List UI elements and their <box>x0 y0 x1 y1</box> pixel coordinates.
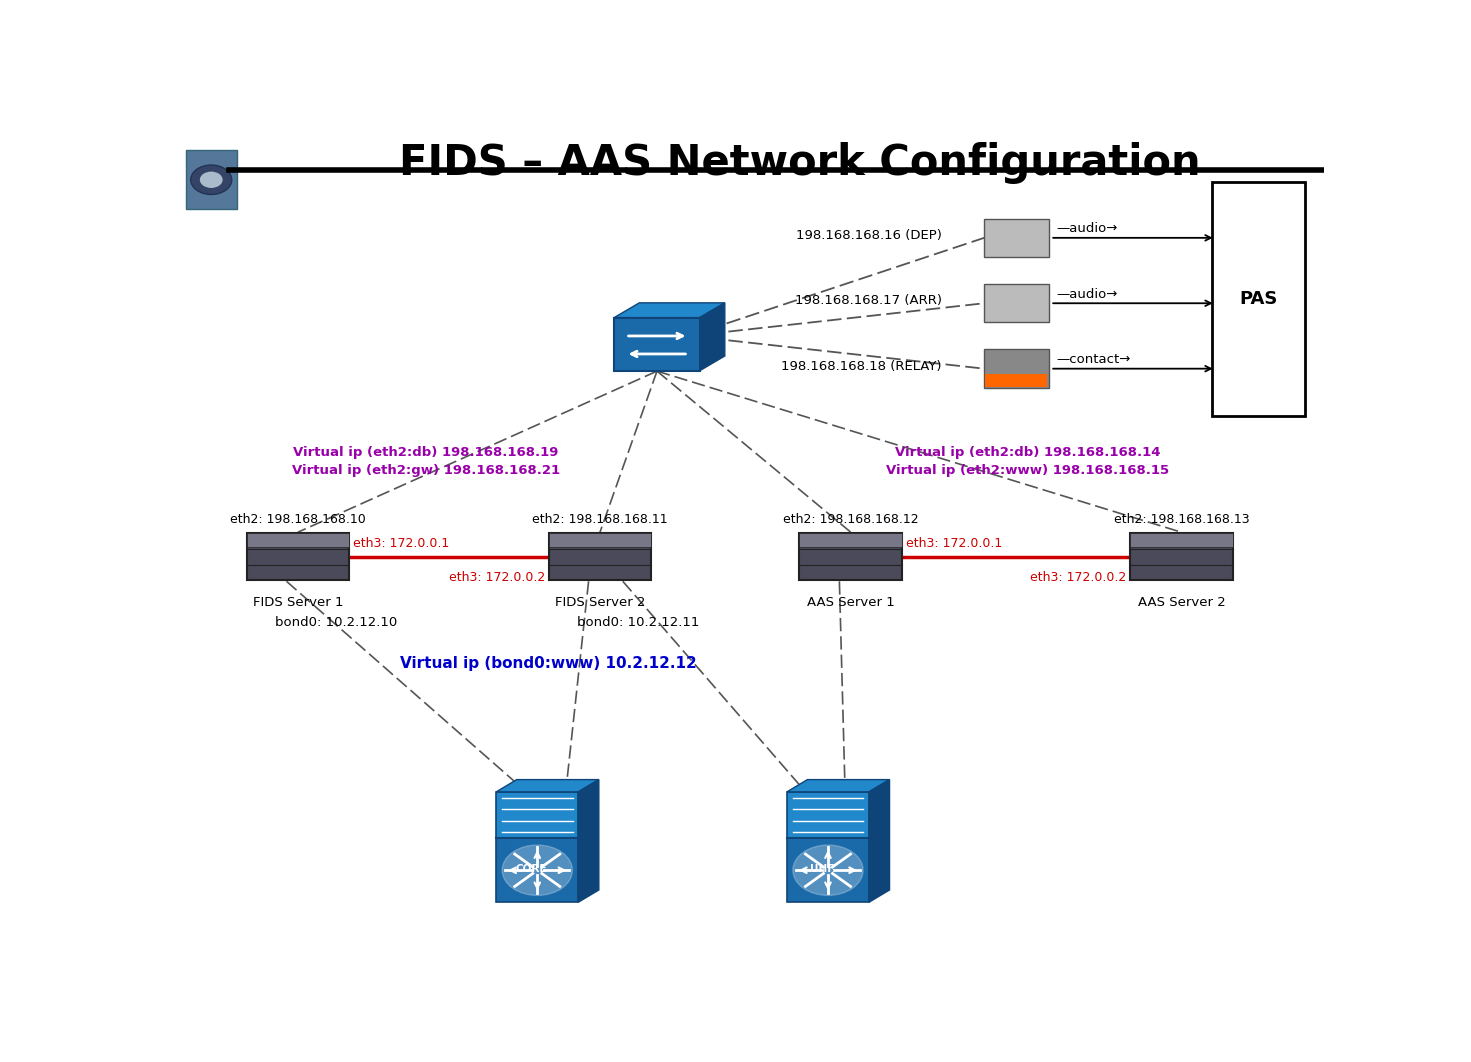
FancyBboxPatch shape <box>496 792 578 838</box>
Polygon shape <box>615 303 725 318</box>
Polygon shape <box>700 303 725 371</box>
Circle shape <box>502 845 572 895</box>
FancyBboxPatch shape <box>787 838 869 903</box>
Text: Virtual ip (eth2:db) 198.168.168.14: Virtual ip (eth2:db) 198.168.168.14 <box>894 446 1161 459</box>
Text: eth3: 172.0.0.2: eth3: 172.0.0.2 <box>449 571 546 584</box>
Text: AAS Server 2: AAS Server 2 <box>1137 596 1225 609</box>
Text: —audio→: —audio→ <box>1056 288 1118 301</box>
Text: 198.168.168.16 (DEP): 198.168.168.16 (DEP) <box>796 229 941 242</box>
Text: eth2: 198.168.168.13: eth2: 198.168.168.13 <box>1114 513 1249 526</box>
FancyBboxPatch shape <box>984 219 1049 257</box>
FancyBboxPatch shape <box>984 374 1047 387</box>
Circle shape <box>191 165 232 194</box>
FancyBboxPatch shape <box>247 533 349 581</box>
FancyBboxPatch shape <box>799 533 902 547</box>
Text: eth3: 172.0.0.2: eth3: 172.0.0.2 <box>1030 571 1127 584</box>
Text: bond0: 10.2.12.10: bond0: 10.2.12.10 <box>275 616 397 629</box>
Text: bond0: 10.2.12.11: bond0: 10.2.12.11 <box>577 616 700 629</box>
FancyBboxPatch shape <box>984 284 1049 323</box>
Text: —contact→: —contact→ <box>1056 354 1130 366</box>
FancyBboxPatch shape <box>247 533 349 547</box>
FancyBboxPatch shape <box>549 533 652 581</box>
FancyBboxPatch shape <box>1212 183 1305 416</box>
FancyBboxPatch shape <box>787 792 869 838</box>
FancyBboxPatch shape <box>549 533 652 547</box>
Text: Virtual ip (eth2:db) 198.168.168.19: Virtual ip (eth2:db) 198.168.168.19 <box>293 446 559 459</box>
Text: eth3: 172.0.0.1: eth3: 172.0.0.1 <box>906 537 1002 550</box>
Text: CORE: CORE <box>516 864 547 874</box>
Text: Virtual ip (bond0:www) 10.2.12.12: Virtual ip (bond0:www) 10.2.12.12 <box>400 656 697 671</box>
Text: eth2: 198.168.168.10: eth2: 198.168.168.10 <box>229 513 366 526</box>
Text: —audio→: —audio→ <box>1056 222 1118 236</box>
Text: eth3: 172.0.0.1: eth3: 172.0.0.1 <box>353 537 449 550</box>
FancyBboxPatch shape <box>984 349 1049 388</box>
FancyBboxPatch shape <box>187 151 237 209</box>
FancyBboxPatch shape <box>615 318 700 371</box>
Text: FIDS – AAS Network Configuration: FIDS – AAS Network Configuration <box>399 142 1200 184</box>
Polygon shape <box>496 780 599 792</box>
Text: PAS: PAS <box>1239 290 1277 308</box>
Text: UHF: UHF <box>811 864 834 874</box>
Text: 198.168.168.17 (ARR): 198.168.168.17 (ARR) <box>794 294 941 307</box>
FancyBboxPatch shape <box>1130 533 1233 547</box>
Circle shape <box>793 845 863 895</box>
Polygon shape <box>869 780 890 903</box>
Text: FIDS Server 2: FIDS Server 2 <box>555 596 646 609</box>
Text: AAS Server 1: AAS Server 1 <box>808 596 894 609</box>
Polygon shape <box>787 780 890 792</box>
FancyBboxPatch shape <box>1130 533 1233 581</box>
Text: Virtual ip (eth2:gw) 198.168.168.21: Virtual ip (eth2:gw) 198.168.168.21 <box>293 464 560 478</box>
Text: FIDS Server 1: FIDS Server 1 <box>253 596 343 609</box>
Text: Virtual ip (eth2:www) 198.168.168.15: Virtual ip (eth2:www) 198.168.168.15 <box>886 464 1169 478</box>
FancyBboxPatch shape <box>496 838 578 903</box>
Circle shape <box>200 172 222 188</box>
Text: eth2: 198.168.168.12: eth2: 198.168.168.12 <box>783 513 918 526</box>
Text: eth2: 198.168.168.11: eth2: 198.168.168.11 <box>533 513 668 526</box>
Text: 198.168.168.18 (RELAY): 198.168.168.18 (RELAY) <box>781 360 941 373</box>
FancyBboxPatch shape <box>799 533 902 581</box>
Polygon shape <box>578 780 599 903</box>
